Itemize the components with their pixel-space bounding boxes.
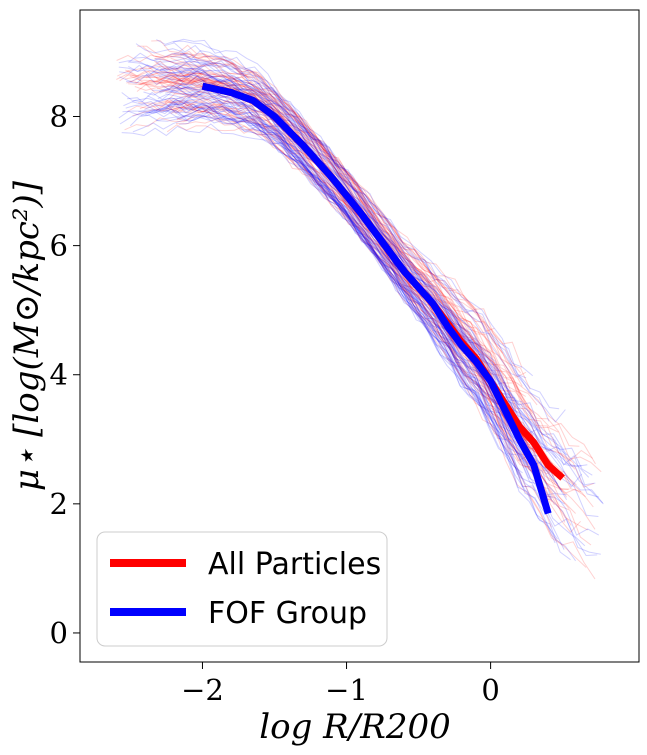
profile-line-all-particles [176, 110, 581, 533]
profile-line-fof-group [178, 115, 551, 482]
profile-line-fof-group [155, 60, 588, 467]
profile-line-all-particles [140, 74, 523, 368]
profile-line-fof-group [159, 60, 550, 422]
profile-line-fof-group [129, 52, 563, 493]
profile-line-all-particles [139, 102, 568, 498]
profile-line-fof-group [166, 85, 558, 540]
profile-line-all-particles [116, 54, 576, 470]
main-series-lines [201, 82, 565, 515]
profile-line-all-particles [125, 65, 523, 387]
profile-line-fof-group [134, 53, 514, 413]
plot-frame [79, 9, 640, 663]
profile-line-all-particles [134, 73, 596, 465]
profile-line-all-particles [125, 69, 587, 568]
profile-line-fof-group [170, 84, 577, 562]
profile-line-all-particles [166, 124, 553, 498]
profile-line-all-particles [137, 45, 519, 406]
profile-line-fof-group [177, 87, 556, 544]
profile-line-fof-group [180, 53, 593, 476]
profile-line-fof-group [122, 103, 540, 485]
x-tick-label: −1 [325, 673, 368, 707]
profile-line-fof-group [175, 103, 529, 465]
profile-line-fof-group [158, 86, 523, 474]
profile-line-fof-group [148, 107, 515, 442]
x-tick-label: −2 [181, 673, 224, 707]
profile-line-fof-group [132, 100, 507, 441]
profile-line-all-particles [170, 103, 552, 528]
profile-line-all-particles [170, 57, 538, 406]
profile-line-fof-group [172, 38, 596, 486]
profile-line-fof-group [156, 39, 515, 412]
profile-line-fof-group [121, 123, 567, 496]
profile-line-fof-group [165, 82, 566, 423]
profile-line-all-particles [128, 78, 495, 333]
profile-line-all-particles [180, 53, 594, 488]
profile-line-fof-group [165, 99, 538, 473]
profile-line-fof-group [147, 95, 546, 513]
profile-line-all-particles [175, 118, 566, 523]
profile-line-fof-group [162, 108, 531, 478]
profile-line-fof-group [126, 69, 534, 377]
profile-line-fof-group [145, 106, 523, 479]
profile-line-fof-group [178, 76, 527, 379]
x-tick-label: 0 [481, 673, 499, 707]
y-tick-label: 4 [50, 358, 68, 392]
profile-line-all-particles [176, 110, 554, 465]
x-axis-label: log R/R200 [259, 707, 450, 747]
legend-label-fof-group: FOF Group [208, 596, 367, 631]
profile-line-fof-group [151, 86, 598, 557]
y-tick-label: 2 [50, 487, 68, 521]
profile-line-fof-group [144, 100, 586, 547]
profile-line-fof-group [129, 112, 501, 417]
profile-line-fof-group [155, 116, 600, 536]
legend-label-all-particles: All Particles [208, 547, 381, 582]
profile-line-fof-group [132, 114, 539, 457]
profile-line-all-particles [166, 52, 532, 415]
profile-line-all-particles [151, 40, 517, 410]
profile-line-all-particles [169, 101, 592, 546]
y-axis: 0 2 4 6 8 [50, 100, 80, 650]
profile-line-all-particles [138, 78, 593, 462]
profile-line-fof-group [173, 52, 513, 402]
profile-line-fof-group [175, 63, 560, 410]
profile-line-all-particles [156, 76, 521, 374]
x-axis: −2 −1 0 [181, 662, 500, 707]
profile-line-all-particles [145, 77, 500, 377]
profile-line-all-particles [155, 50, 492, 362]
profile-line-fof-group [119, 74, 590, 478]
profile-line-all-particles [154, 60, 555, 506]
profile-line-fof-group [135, 43, 505, 391]
profile-line-fof-group [127, 97, 536, 492]
profile-line-fof-group [138, 102, 502, 433]
profile-line-all-particles [145, 73, 531, 390]
profile-line-fof-group [125, 104, 518, 476]
y-tick-label: 0 [50, 616, 68, 650]
profile-line-all-particles [138, 100, 588, 531]
profile-line-fof-group [174, 95, 522, 463]
profile-line-all-particles [170, 106, 572, 526]
profile-line-all-particles [164, 99, 499, 405]
profile-line-all-particles [164, 93, 548, 495]
profile-line-all-particles [176, 76, 493, 352]
profile-line-all-particles [155, 103, 553, 464]
y-tick-label: 6 [50, 229, 68, 263]
y-axis-label: μ⋆ [log(M⊙/kpc²)] [7, 180, 47, 491]
profile-line-all-particles [178, 94, 602, 473]
profile-line-fof-group [140, 109, 601, 555]
profile-line-all-particles [126, 65, 553, 503]
profile-line-all-particles [119, 70, 527, 378]
legend: All Particles FOF Group [96, 531, 388, 647]
series-line-fof-group [201, 82, 552, 515]
y-tick-label: 8 [50, 100, 68, 134]
profile-line-all-particles [116, 70, 503, 354]
profile-line-all-particles [117, 70, 560, 433]
